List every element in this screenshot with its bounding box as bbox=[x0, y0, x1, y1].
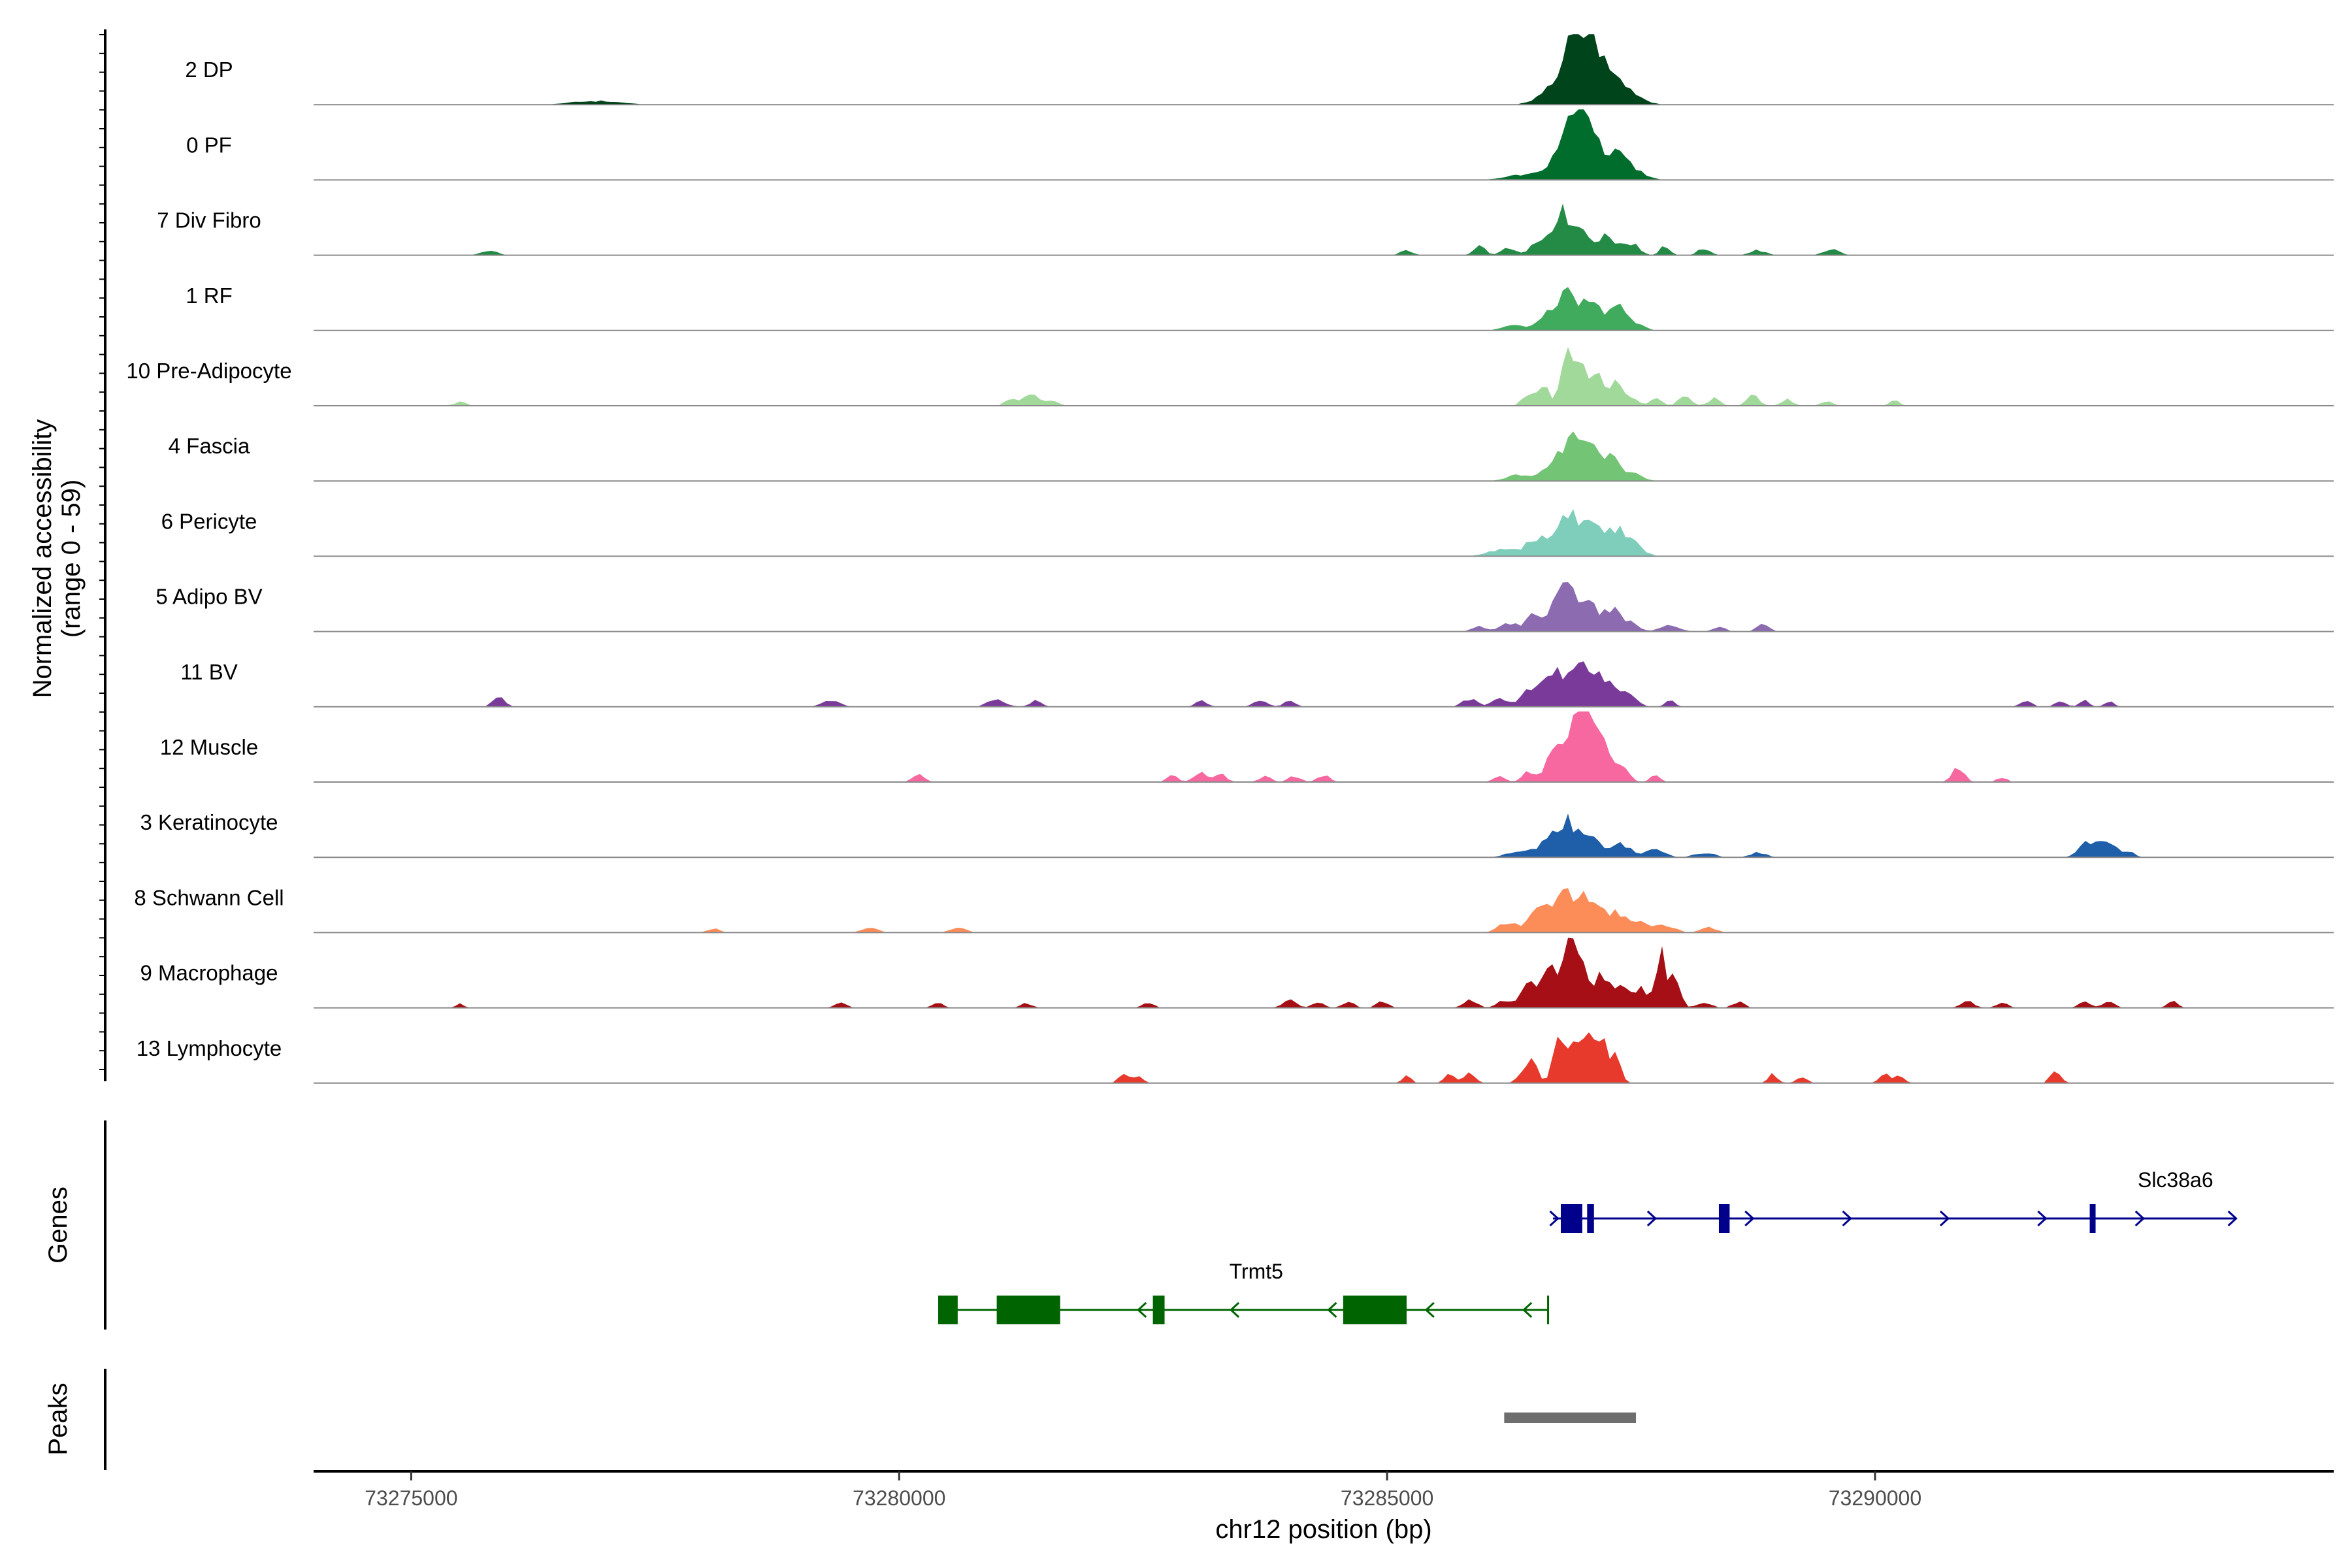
strand-arrow-1-4 bbox=[1522, 1301, 1533, 1318]
peak-region-0 bbox=[1504, 1413, 1636, 1423]
gene-exon-0-1 bbox=[1587, 1204, 1594, 1233]
y-axis-title: Normalized accessibility bbox=[28, 419, 57, 698]
coverage-area-2 bbox=[314, 203, 2334, 255]
x-tick-label-1: 73280000 bbox=[853, 1486, 945, 1510]
coverage-area-12 bbox=[314, 938, 2334, 1008]
track-8: 11 BV bbox=[180, 660, 2334, 708]
track-9: 12 Muscle bbox=[160, 711, 2334, 783]
coverage-area-6 bbox=[314, 509, 2334, 557]
track-11: 8 Schwann Cell bbox=[134, 885, 2334, 934]
coverage-area-1 bbox=[314, 109, 2334, 180]
coverage-area-3 bbox=[314, 287, 2334, 331]
track-4: 10 Pre-Adipocyte bbox=[126, 347, 2334, 406]
gene-label-1: Trmt5 bbox=[1230, 1260, 1283, 1283]
track-label-0: 2 DP bbox=[185, 57, 233, 82]
gene-exon-0-2 bbox=[1718, 1204, 1730, 1233]
track-0: 2 DP bbox=[185, 34, 2334, 106]
strand-arrow-0-5 bbox=[2037, 1210, 2048, 1227]
track-label-5: 4 Fascia bbox=[169, 434, 250, 458]
gene-Slc38a6: Slc38a6 bbox=[1549, 1168, 2238, 1233]
gene-exon-0-3 bbox=[2089, 1204, 2096, 1233]
track-label-3: 1 RF bbox=[186, 284, 233, 308]
gene-annotations: Slc38a6 Trmt5 bbox=[938, 1168, 2238, 1324]
gene-exon-0-0 bbox=[1560, 1204, 1582, 1233]
x-axis-title: chr12 position (bp) bbox=[1215, 1515, 1431, 1544]
track-label-1: 0 PF bbox=[186, 133, 232, 157]
coverage-area-4 bbox=[314, 347, 2334, 406]
track-label-13: 13 Lymphocyte bbox=[137, 1036, 282, 1060]
track-12: 9 Macrophage bbox=[140, 938, 2334, 1009]
gene-exon-1-2 bbox=[1152, 1296, 1165, 1324]
gene-label-0: Slc38a6 bbox=[2138, 1168, 2213, 1192]
coverage-y-axis-ticks bbox=[99, 34, 105, 1070]
gene-exon-1-3 bbox=[1343, 1296, 1407, 1324]
track-label-12: 9 Macrophage bbox=[140, 961, 278, 985]
coverage-area-8 bbox=[314, 661, 2334, 707]
track-2: 7 Div Fibro bbox=[157, 203, 2334, 256]
x-axis-ticks: 73275000 73280000 73285000 73290000 bbox=[365, 1471, 1921, 1510]
x-tick-label-3: 73290000 bbox=[1829, 1486, 1921, 1510]
y-axis-range-title: (range 0 - 59) bbox=[57, 480, 86, 638]
track-label-9: 12 Muscle bbox=[160, 735, 258, 759]
track-5: 4 Fascia bbox=[169, 431, 2334, 482]
track-label-10: 3 Keratinocyte bbox=[140, 810, 278, 834]
track-13: 13 Lymphocyte bbox=[137, 1032, 2334, 1084]
gene-exon-1-0 bbox=[938, 1296, 958, 1324]
track-label-4: 10 Pre-Adipocyte bbox=[126, 359, 291, 383]
strand-arrow-0-1 bbox=[1646, 1210, 1658, 1227]
strand-arrow-1-0 bbox=[1136, 1301, 1147, 1318]
track-6: 6 Pericyte bbox=[161, 509, 2334, 557]
strand-arrow-0-7 bbox=[2227, 1210, 2238, 1227]
track-label-11: 8 Schwann Cell bbox=[134, 885, 284, 909]
coverage-area-0 bbox=[314, 34, 2334, 105]
peaks-panel-title: Peaks bbox=[44, 1382, 73, 1455]
gene-exon-1-1 bbox=[996, 1296, 1060, 1324]
track-10: 3 Keratinocyte bbox=[140, 810, 2334, 858]
coverage-tracks: 2 DP 0 PF 7 Div Fibro 1 RF 10 Pre-Adipocyte 4… bbox=[126, 34, 2334, 1084]
track-label-7: 5 Adipo BV bbox=[155, 585, 262, 609]
strand-arrow-0-4 bbox=[1939, 1210, 1950, 1227]
x-tick-label-0: 73275000 bbox=[365, 1486, 457, 1510]
strand-arrow-1-3 bbox=[1424, 1301, 1435, 1318]
coverage-area-11 bbox=[314, 888, 2334, 933]
strand-arrow-0-0 bbox=[1549, 1210, 1560, 1227]
coverage-area-9 bbox=[314, 711, 2334, 782]
track-label-8: 11 BV bbox=[180, 660, 237, 684]
coverage-area-5 bbox=[314, 431, 2334, 482]
peak-regions bbox=[1504, 1413, 1636, 1423]
coverage-area-10 bbox=[314, 813, 2334, 858]
genes-panel-title: Genes bbox=[44, 1186, 73, 1264]
coverage-area-7 bbox=[314, 582, 2334, 632]
track-1: 0 PF bbox=[186, 109, 2334, 181]
gene-Trmt5: Trmt5 bbox=[938, 1260, 1550, 1324]
coverage-area-13 bbox=[314, 1032, 2334, 1083]
x-tick-label-2: 73285000 bbox=[1341, 1486, 1433, 1510]
strand-arrow-1-2 bbox=[1327, 1301, 1337, 1318]
track-7: 5 Adipo BV bbox=[155, 582, 2334, 632]
strand-arrow-0-2 bbox=[1744, 1210, 1755, 1227]
strand-arrow-0-6 bbox=[2134, 1210, 2145, 1227]
track-label-6: 6 Pericyte bbox=[161, 509, 257, 533]
strand-arrow-1-1 bbox=[1229, 1301, 1240, 1318]
track-3: 1 RF bbox=[186, 284, 2334, 331]
strand-arrow-0-3 bbox=[1842, 1210, 1852, 1227]
track-label-2: 7 Div Fibro bbox=[157, 208, 261, 233]
